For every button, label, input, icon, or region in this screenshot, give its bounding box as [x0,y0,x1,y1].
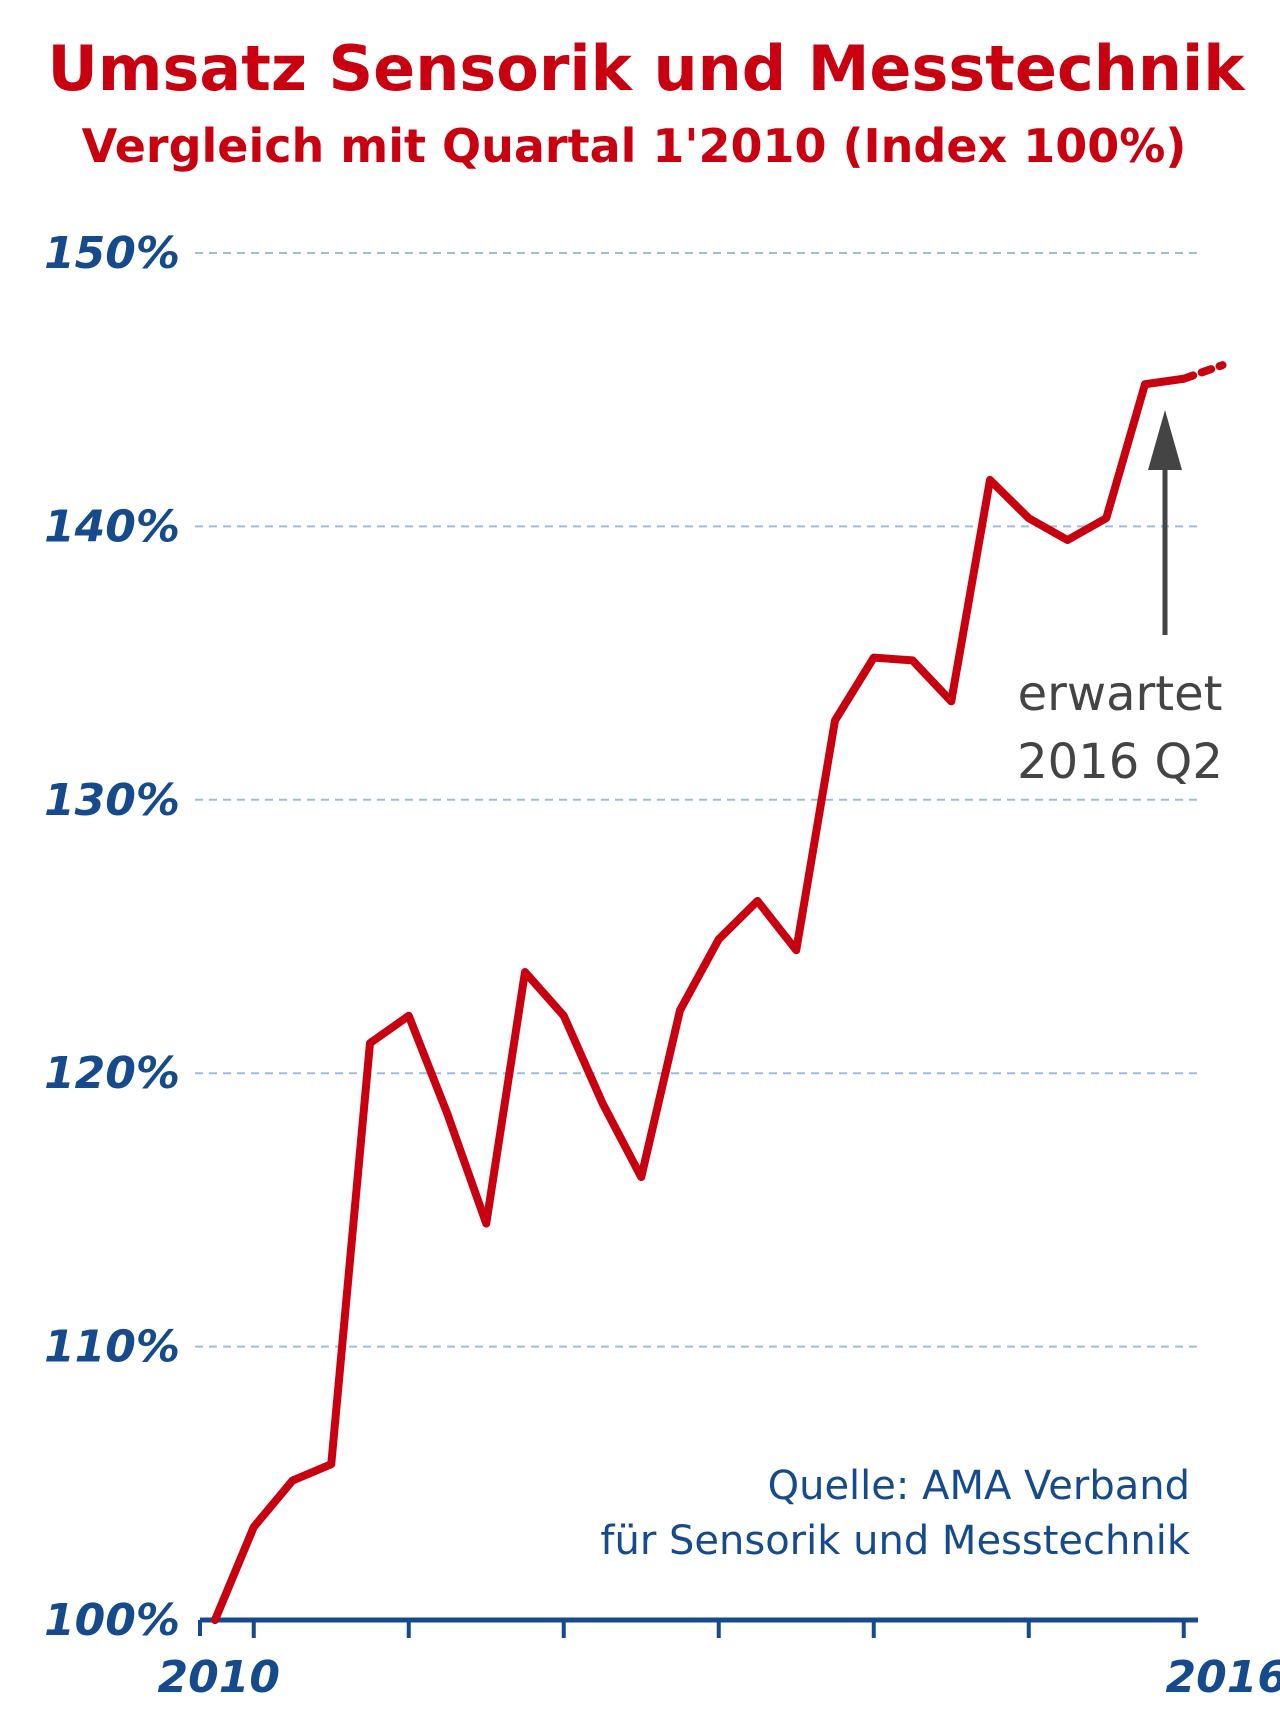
y-tick-label-130: 130% [44,775,180,826]
source-line2: für Sensorik und Messtechnik [600,1518,1190,1564]
chart-title: Umsatz Sensorik und Messtechnik [48,32,1247,105]
y-tick-labels: 100% 110% 120% 130% 140% 150% [44,228,180,1646]
data-point-2013-Q4 [831,717,839,725]
gridlines [195,252,1198,1348]
x-axis-ticks [198,1620,1186,1638]
data-point-2015-Q4 [1141,380,1149,388]
series-line [211,374,1188,1624]
data-point-2011-Q4 [521,968,529,976]
data-point-2010-Q2 [289,1477,296,1485]
x-tick-labels: 2010 2016 [158,1652,1280,1703]
annotation-text-line1: erwartet [1018,666,1223,722]
forecast-line [1179,361,1227,383]
forecast-point-2016-Q2 [1219,361,1226,369]
data-point-2014-Q2 [909,656,916,664]
y-tick-label-140: 140% [44,501,180,552]
data-point-2015-Q1 [1025,514,1033,522]
data-point-2010-Q4 [366,1039,374,1047]
data-point-2014-Q1 [870,654,878,662]
data-point-2012-Q1 [560,1012,568,1020]
y-tick-label-150: 150% [44,228,180,279]
data-point-2012-Q2 [599,1099,606,1107]
data-point-2011-Q2 [444,1110,451,1118]
data-point-2014-Q4 [986,476,994,484]
data-point-2013-Q1 [715,935,723,943]
data-point-2016-Q1 [1180,375,1188,383]
data-point-2013-Q2 [754,897,761,905]
data-point-2011-Q3 [482,1220,490,1228]
y-tick-label-110: 110% [44,1322,180,1373]
data-point-2009-Q4 [211,1616,219,1624]
x-tick-label-2016: 2016 [1166,1652,1280,1703]
data-point-2012-Q3 [637,1173,645,1181]
source-line1: Quelle: AMA Verband [768,1463,1190,1509]
data-point-2014-Q3 [947,697,955,705]
data-point-2010-Q3 [327,1460,335,1468]
data-point-2012-Q4 [676,1006,684,1014]
data-point-2010-Q1 [250,1523,258,1531]
data-point-2011-Q1 [405,1012,413,1020]
data-point-2013-Q3 [792,946,800,954]
data-point-2015-Q3 [1102,514,1110,522]
annotation-text-line2: 2016 Q2 [1017,734,1223,790]
y-tick-label-120: 120% [44,1048,180,1099]
data-points [211,361,1226,1624]
data-point-2015-Q2 [1064,536,1071,544]
y-tick-label-100: 100% [44,1595,180,1646]
x-tick-label-2010: 2010 [158,1652,280,1703]
chart-subtitle: Vergleich mit Quartal 1'2010 (Index 100%… [82,119,1187,173]
annotation-arrow-head [1148,410,1182,470]
